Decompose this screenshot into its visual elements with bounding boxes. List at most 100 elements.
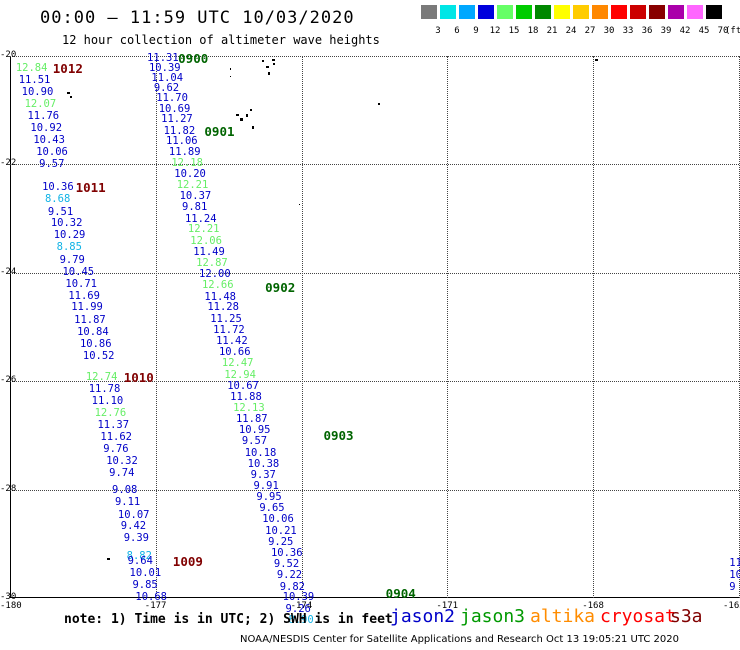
lon-gridline: [301, 56, 303, 598]
pass-time-label: 0904: [385, 586, 416, 602]
wave-height-value: 10.45: [62, 265, 95, 278]
wave-height-value: 9: [729, 580, 736, 593]
scale-swatch: [592, 5, 608, 19]
scale-swatch: [630, 5, 646, 19]
wave-height-value: 12.06: [190, 234, 222, 247]
pass-time-label: 0902: [265, 279, 296, 295]
wave-height-value: 10.67: [227, 379, 259, 392]
wave-height-value: 10.20: [174, 168, 206, 181]
lon-gridline: [593, 56, 595, 598]
scale-swatch: [649, 5, 665, 19]
wave-height-value: 9.62: [153, 81, 180, 94]
wave-height-value: 11.10: [91, 395, 124, 408]
island-cluster-north: [268, 72, 270, 75]
wave-height-value: 10.32: [50, 217, 83, 230]
scale-label: 12: [489, 26, 501, 36]
scale-swatch: [668, 5, 684, 19]
satellite-legend-altika: altika: [530, 606, 596, 627]
wave-height-value: 12.21: [176, 178, 209, 191]
wave-height-value: 11.76: [27, 110, 60, 123]
wave-height-value: 10.06: [262, 513, 294, 526]
scale-label: 39: [660, 26, 672, 36]
lon-gridline: [447, 56, 449, 598]
lat-gridline: [10, 381, 739, 383]
scale-label: 18: [527, 26, 539, 36]
scale-label: 30: [603, 26, 615, 36]
wave-height-value: 9.08: [112, 484, 138, 497]
wave-height-value: 10.92: [30, 122, 63, 135]
wave-height-value: 12.84: [15, 61, 48, 74]
wave-height-value: 10.21: [265, 524, 297, 537]
scale-swatch: [706, 5, 722, 19]
wave-height-value: 12.00: [199, 268, 231, 281]
plot-frame: [10, 56, 739, 598]
wave-height-value: 10.84: [77, 325, 109, 338]
scale-swatch: [440, 5, 456, 19]
wave-height-value: 8.85: [56, 241, 82, 254]
wave-height-value: 9.52: [273, 557, 300, 570]
pass-time-label: 0901: [204, 123, 235, 139]
wave-height-value: 11.31: [147, 52, 179, 65]
scale-swatch: [611, 5, 627, 19]
scale-label: 70: [717, 26, 729, 36]
wave-height-value: 9.79: [59, 253, 85, 266]
wave-height-value: 11.99: [71, 301, 103, 314]
lat-gridline: [10, 489, 739, 491]
wave-height-value: 9.51: [47, 205, 74, 218]
wave-height-value: 9.65: [259, 502, 285, 515]
island-small: [230, 76, 231, 77]
wave-height-value: 9.26: [285, 602, 311, 615]
wave-height-value: 10: [729, 568, 740, 581]
wave-height-value: 11.37: [97, 419, 130, 432]
scale-label: 33: [622, 26, 634, 36]
wave-height-value: 11.25: [210, 312, 242, 325]
scale-unit-label: (ft): [725, 26, 740, 36]
wave-height-value: 11.72: [213, 323, 245, 336]
wave-height-value: 11.42: [216, 335, 248, 348]
wave-height-value: 10.66: [218, 346, 251, 359]
wave-height-value: 10.18: [244, 446, 277, 459]
scale-swatch: [573, 5, 589, 19]
wave-height-value: 10.39: [282, 591, 315, 604]
wave-height-value: 11.82: [163, 124, 196, 137]
wave-height-value: 8.68: [44, 193, 71, 206]
island-small: [67, 92, 70, 94]
lat-tick-label: -30: [0, 592, 17, 602]
wave-height-value: 12.13: [233, 401, 265, 414]
wave-height-value: 10.52: [82, 349, 115, 362]
wave-height-value: 10.38: [247, 457, 280, 470]
scale-swatch: [497, 5, 513, 19]
pass-time-label: 0900: [178, 51, 209, 67]
island-cluster-south: [246, 114, 248, 117]
wave-height-value: 8.90: [288, 613, 314, 626]
island-small: [107, 558, 110, 560]
wave-height-value: 11.69: [68, 289, 100, 302]
wave-height-value: 10.43: [33, 134, 65, 146]
island-small: [70, 96, 72, 98]
scale-label: 36: [641, 26, 653, 36]
wave-height-value: 10.07: [117, 508, 150, 521]
wave-height-value: 11.04: [151, 71, 184, 84]
wave-height-value: 11.88: [230, 390, 262, 403]
satellite-legend-cryosat: cryosat: [600, 606, 676, 627]
wave-height-value: 9.57: [39, 158, 65, 171]
map-plot: -20 -22 -24 -26 -28 -30 -180 -177 -174 -171 -168 -1…: [0, 50, 740, 625]
wave-height-value: 9.57: [241, 435, 268, 448]
lat-tick-label: -28: [0, 483, 17, 494]
lat-gridline: [10, 272, 739, 274]
lat-tick-label: -20: [0, 50, 17, 60]
wave-height-value: 11.24: [184, 212, 217, 225]
island-cluster-south: [250, 109, 252, 111]
scale-label: 3: [435, 26, 441, 36]
lon-tick-label: -165: [723, 601, 740, 611]
wave-height-value: 9.76: [103, 443, 129, 456]
scale-label: 15: [508, 26, 520, 36]
wave-height-value: 10.69: [158, 102, 191, 115]
wave-height-value: 10.06: [36, 146, 68, 159]
wave-height-value: 12.74: [85, 370, 118, 383]
lat-tick-label: -22: [0, 158, 17, 169]
wave-height-value: 10.37: [179, 190, 212, 203]
island-cluster-south: [236, 114, 239, 116]
scale-label: 9: [473, 26, 479, 36]
scale-swatch: [459, 5, 475, 19]
